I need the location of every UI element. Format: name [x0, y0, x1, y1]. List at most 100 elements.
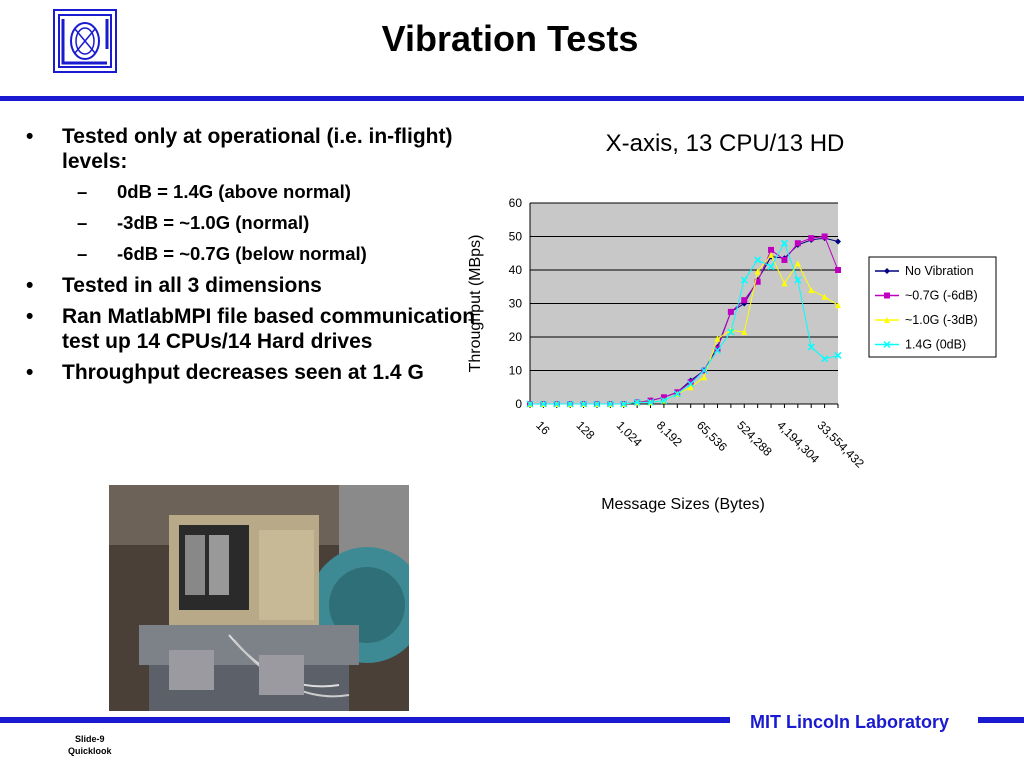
data-point	[767, 263, 775, 271]
data-point	[580, 400, 588, 408]
sub-bullet-text: -3dB = ~1.0G (normal)	[117, 212, 310, 233]
data-point	[821, 233, 828, 240]
sub-bullet-text: -6dB = ~0.7G (below normal)	[117, 243, 367, 264]
data-point	[781, 256, 788, 263]
sub-bullet-list: – 0dB = 1.4G (above normal) – -3dB = ~1.…	[22, 180, 482, 266]
data-point	[620, 400, 628, 408]
data-point	[754, 268, 761, 275]
footer-lab-name: MIT Lincoln Laboratory	[750, 712, 950, 732]
bullet-item: • Tested only at operational (i.e. in-fl…	[22, 124, 482, 174]
sub-bullet-text: 0dB = 1.4G (above normal)	[117, 181, 351, 202]
y-tick-label: 30	[509, 297, 523, 311]
data-point	[834, 351, 842, 359]
data-point	[768, 246, 775, 253]
footer-divider-left	[0, 717, 730, 723]
data-point	[768, 251, 775, 258]
dash-icon: –	[77, 243, 88, 264]
slide-number-text: Slide-9	[75, 734, 105, 744]
y-tick-label: 10	[509, 364, 523, 378]
data-point	[701, 374, 708, 381]
sub-bullet-item: – 0dB = 1.4G (above normal)	[22, 180, 482, 204]
top-divider	[0, 96, 1024, 101]
data-point	[821, 355, 829, 363]
lincoln-lab-logo	[53, 9, 117, 73]
data-point	[539, 400, 547, 408]
slide-sub-text: Quicklook	[68, 746, 112, 756]
bullet-text: Throughput decreases seen at 1.4 G	[62, 361, 424, 384]
bullet-item: • Ran MatlabMPI file based communication…	[22, 304, 482, 354]
data-point	[741, 297, 748, 304]
data-point	[714, 335, 721, 342]
y-axis-label: Throughput (MBps)	[467, 235, 484, 373]
sub-bullet-item: – -3dB = ~1.0G (normal)	[22, 211, 482, 235]
bullet-list: • Tested only at operational (i.e. in-fl…	[22, 124, 482, 391]
data-point	[794, 240, 801, 247]
bullet-item: • Tested in all 3 dimensions	[22, 273, 482, 298]
data-point	[794, 276, 802, 284]
data-point	[741, 328, 748, 335]
data-point	[646, 398, 655, 406]
data-point	[740, 276, 748, 284]
bullet-dot-icon: •	[26, 125, 34, 148]
x-tick-label: 524,288	[734, 418, 775, 459]
series-line	[530, 242, 839, 405]
data-point	[687, 384, 694, 391]
legend-marker	[884, 317, 890, 323]
data-point	[553, 400, 561, 408]
y-tick-label: 0	[515, 397, 522, 411]
bullet-text: Ran MatlabMPI file based communication t…	[62, 305, 476, 353]
data-point	[714, 345, 721, 352]
data-point	[687, 380, 695, 388]
x-tick-label: 128	[573, 418, 597, 442]
bullet-dot-icon: •	[26, 305, 34, 328]
x-tick-label: 16	[533, 418, 553, 438]
data-point	[660, 397, 668, 405]
data-point	[781, 280, 788, 287]
bullet-text: Tested only at operational (i.e. in-flig…	[62, 125, 453, 173]
legend-label: 1.4G (0dB)	[905, 338, 966, 352]
data-point	[713, 346, 722, 354]
vibration-rig-photo	[109, 485, 409, 711]
chart-title: X-axis, 13 CPU/13 HD	[605, 130, 845, 157]
legend-marker	[884, 268, 890, 274]
data-point	[808, 287, 815, 294]
bullet-item: • Throughput decreases seen at 1.4 G	[22, 360, 482, 385]
x-tick-label: 65,536	[694, 418, 730, 454]
dash-icon: –	[77, 181, 88, 202]
sub-bullet-item: – -6dB = ~0.7G (below normal)	[22, 242, 482, 266]
data-point	[807, 343, 815, 351]
data-point	[673, 390, 681, 398]
legend-label: ~0.7G (-6dB)	[905, 289, 978, 303]
data-point	[727, 328, 735, 336]
slide-title: Vibration Tests	[381, 18, 639, 59]
data-point	[593, 400, 601, 408]
data-point	[780, 239, 788, 247]
legend-marker	[884, 292, 890, 299]
data-point	[700, 366, 708, 375]
bullet-dot-icon: •	[26, 274, 34, 297]
legend-marker	[883, 340, 891, 349]
data-point	[821, 293, 828, 300]
data-point	[660, 394, 667, 401]
x-tick-label: 33,554,432	[814, 418, 867, 471]
x-tick-label: 1,024	[614, 418, 645, 449]
bullet-dot-icon: •	[26, 361, 34, 384]
y-tick-label: 20	[509, 330, 523, 344]
throughput-chart: 0 10 20 30 40 50 60 16 128 1,024 8,192 65,536 524,28…	[467, 196, 997, 513]
y-tick-label: 60	[509, 196, 523, 210]
bullet-text: Tested in all 3 dimensions	[62, 274, 322, 297]
data-point	[606, 400, 614, 408]
dash-icon: –	[77, 212, 88, 233]
data-point	[835, 302, 841, 309]
y-tick-label: 40	[509, 263, 523, 277]
data-point	[754, 256, 762, 264]
x-tick-label: 8,192	[654, 418, 685, 449]
x-axis-label: Message Sizes (Bytes)	[601, 496, 765, 513]
data-point	[633, 398, 641, 406]
data-point	[754, 278, 761, 285]
x-tick-label: 4,194,304	[774, 418, 822, 466]
data-point	[727, 308, 734, 315]
data-point	[526, 400, 534, 408]
legend-box	[868, 256, 997, 358]
data-point	[835, 238, 841, 245]
